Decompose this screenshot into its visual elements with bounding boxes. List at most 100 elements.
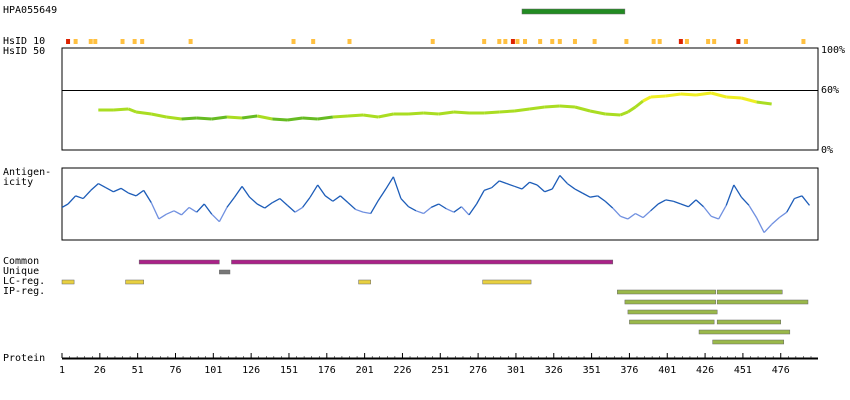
ip-reg-label: IP-reg.: [3, 286, 46, 297]
identity-segment: [377, 112, 394, 119]
hsid10-mark: [140, 39, 145, 44]
hsid10-mark: [678, 39, 683, 44]
antigenicity-segment: [377, 188, 387, 201]
antigenicity-segment: [128, 192, 137, 197]
identity-segment: [756, 100, 772, 106]
lc-reg-segment: [482, 279, 532, 285]
identity-segment: [627, 105, 637, 114]
hsid10-mark: [311, 39, 316, 44]
antigenicity-segment: [476, 190, 485, 205]
antigenicity-segment: [287, 204, 296, 213]
antigenicity-segment: [680, 203, 689, 208]
identity-profile-series: [98, 91, 772, 122]
antigenicity-segment: [695, 199, 705, 208]
identity-axis-ticks: 100% 60% 0%: [821, 45, 845, 156]
common-label: Common: [3, 256, 40, 267]
protein-label: Protein: [3, 353, 46, 364]
antigenicity-segment: [256, 203, 266, 209]
hsid10-mark: [73, 39, 78, 44]
axis-tick-label: 376: [620, 365, 638, 376]
unique-label: Unique: [3, 266, 40, 277]
antigenicity-segment: [264, 202, 273, 209]
antigenicity-segment: [589, 195, 598, 198]
antigenicity-segment: [559, 174, 568, 185]
lc-reg-track: [61, 279, 532, 285]
antigenicity-segment: [612, 207, 621, 217]
antigenicity-segment: [173, 210, 182, 216]
common-segment: [138, 259, 220, 265]
antigenicity-segment: [771, 217, 780, 225]
common-segment: [231, 259, 614, 265]
antigenicity-segment: [506, 182, 515, 187]
antigenicity-segment: [801, 195, 810, 206]
antigenicity-segment: [703, 206, 712, 217]
identity-segment: [453, 110, 470, 115]
identity-segment: [484, 110, 500, 115]
antigenicity-segment: [778, 211, 788, 219]
ip-reg-segment: [629, 319, 715, 325]
antigenicity-segment: [339, 195, 349, 204]
antigenicity-segment: [75, 195, 84, 200]
antigenicity-segment: [521, 181, 530, 190]
lc-reg-segment: [61, 279, 75, 285]
antigenicity-segment: [317, 184, 326, 197]
identity-segment: [589, 109, 606, 116]
axis-tick-label: 301: [507, 365, 525, 376]
ip-reg-segment: [698, 329, 791, 335]
identity-tick-label: 0%: [821, 145, 833, 156]
antigenicity-segment: [430, 203, 440, 208]
hsid10-mark: [712, 39, 717, 44]
ip-reg-segment: [716, 289, 783, 295]
antigenicity-segment: [642, 210, 652, 219]
protein-axis-ticks: 1 26 51 76 101 126 151 176 201 226 251 276 301 326 351…: [59, 353, 812, 376]
antigenicity-segment: [188, 206, 198, 213]
antigenicity-segment: [181, 206, 190, 216]
hsid10-label: HsID 10: [3, 36, 46, 47]
antigenicity-segment: [113, 187, 122, 193]
antigenicity-segment: [544, 188, 553, 193]
antigenicity-segment: [218, 207, 228, 222]
hsid10-mark: [624, 39, 629, 44]
antigenicity-segment: [82, 189, 92, 200]
antigenicity-segment: [324, 195, 334, 202]
identity-segment: [196, 116, 212, 121]
axis-tick-label: 351: [583, 365, 601, 376]
antigenicity-segment: [249, 196, 258, 205]
antigenicity-segment: [673, 200, 682, 205]
antigenicity-segment: [460, 206, 470, 216]
identity-segment: [574, 105, 591, 113]
antigenicity-segment: [635, 212, 644, 219]
identity-segment: [544, 104, 560, 109]
identity-segment: [619, 110, 629, 117]
antigenicity-segment: [453, 206, 462, 213]
axis-tick-label: 51: [132, 365, 144, 376]
identity-tick-label: 100%: [821, 45, 845, 56]
identity-segment: [438, 110, 455, 116]
antigenicity-segment: [574, 188, 583, 194]
antigenicity-segment: [438, 203, 447, 210]
antibody-region-bar: [521, 8, 626, 15]
antigenicity-segment: [536, 184, 546, 193]
antigenicity-label-line2: icity: [3, 177, 34, 188]
hsid10-track: [66, 39, 806, 44]
hsid10-mark: [430, 39, 435, 44]
antigenicity-segment: [748, 205, 758, 218]
identity-segment: [135, 110, 152, 116]
antigenicity-segment: [400, 198, 409, 208]
identity-segment: [128, 107, 137, 114]
axis-tick-label: 201: [356, 365, 374, 376]
antigenicity-segment: [725, 184, 735, 206]
identity-segment: [680, 92, 697, 97]
hsid10-mark: [347, 39, 352, 44]
antigenicity-segment: [166, 210, 175, 215]
identity-segment: [665, 92, 682, 98]
identity-segment: [317, 115, 334, 121]
hsid10-mark: [657, 39, 662, 44]
identity-panel-frame: [61, 47, 819, 151]
antigenicity-segment: [604, 200, 614, 209]
antibody-label: HPA055649: [3, 5, 58, 16]
hsid10-mark: [93, 39, 98, 44]
identity-segment: [741, 96, 757, 104]
antigenicity-segment: [90, 183, 99, 191]
identity-segment: [113, 107, 129, 112]
